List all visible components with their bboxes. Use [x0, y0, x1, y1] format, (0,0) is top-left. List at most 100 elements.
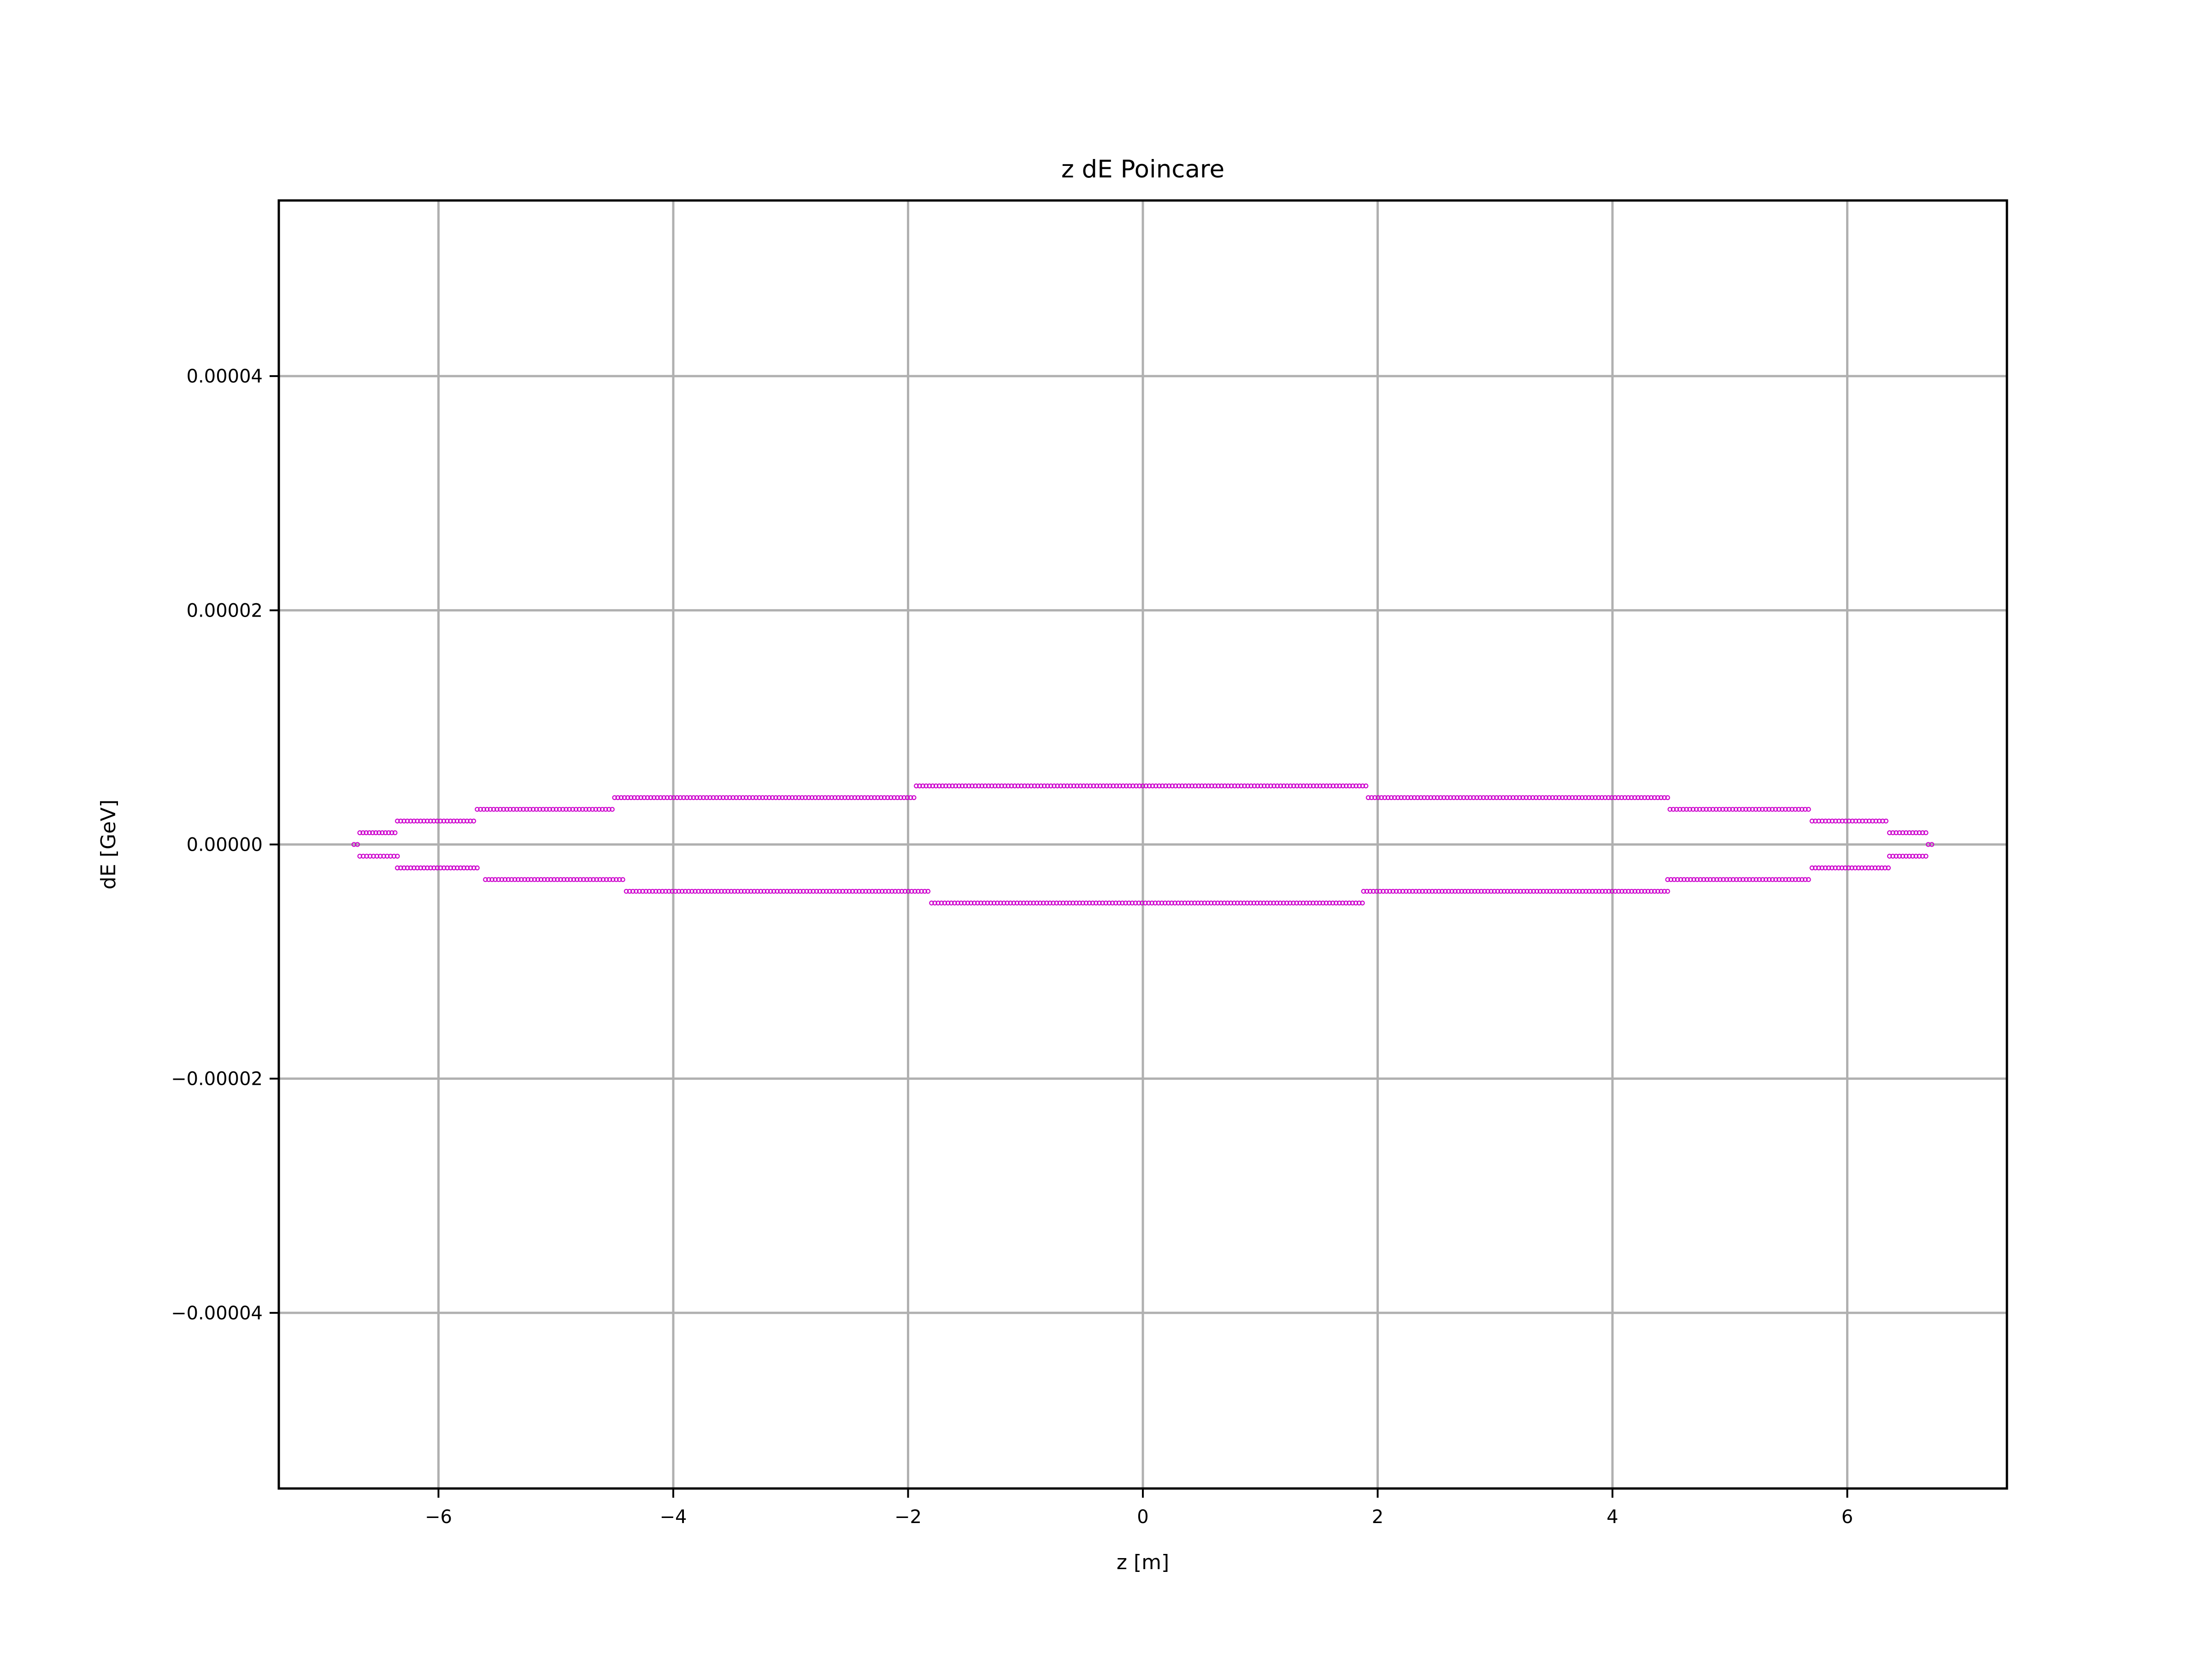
scatter-point — [1720, 806, 1725, 812]
scatter-point — [571, 877, 577, 882]
scatter-point — [1162, 900, 1168, 906]
scatter-point — [1029, 783, 1034, 788]
scatter-point — [1724, 877, 1730, 882]
scatter-point — [1677, 806, 1683, 812]
scatter-point — [1156, 900, 1161, 906]
scatter-point — [1462, 888, 1468, 894]
scatter-point — [1839, 865, 1845, 871]
scatter-point — [1524, 795, 1529, 800]
scatter-point — [1222, 900, 1227, 906]
scatter-point — [1058, 783, 1063, 788]
scatter-point — [1707, 806, 1712, 812]
scatter-point — [999, 783, 1004, 788]
scatter-point — [377, 830, 382, 835]
scatter-point — [489, 877, 494, 882]
scatter-point — [1527, 795, 1532, 800]
scatter-point — [412, 818, 417, 824]
scatter-point — [1734, 877, 1739, 882]
scatter-point — [1012, 783, 1018, 788]
scatter-point — [1274, 900, 1280, 906]
scatter-point — [975, 900, 980, 906]
scatter-point — [1381, 888, 1386, 894]
scatter-point — [1394, 888, 1399, 894]
y-tick-label: 0.00000 — [187, 835, 263, 856]
scatter-point — [1449, 888, 1454, 894]
scatter-point — [1849, 865, 1854, 871]
scatter-point — [1350, 783, 1355, 788]
scatter-point — [607, 877, 612, 882]
scatter-point — [820, 888, 826, 894]
scatter-point — [1176, 900, 1181, 906]
scatter-point — [600, 877, 606, 882]
scatter-point — [840, 888, 846, 894]
scatter-point — [395, 865, 400, 871]
scatter-point — [1747, 877, 1752, 882]
scatter-point — [905, 795, 910, 800]
scatter-point — [1367, 888, 1373, 894]
scatter-point — [1600, 888, 1605, 894]
scatter-point — [1015, 783, 1021, 788]
scatter-point — [1100, 900, 1105, 906]
scatter-point — [1508, 888, 1513, 894]
scatter-point — [591, 877, 596, 882]
scatter-point — [1265, 900, 1270, 906]
scatter-point — [435, 818, 440, 824]
scatter-point — [1701, 877, 1706, 882]
scatter-point — [1245, 900, 1250, 906]
scatter-point — [1907, 853, 1912, 859]
scatter-point — [1417, 888, 1422, 894]
scatter-point — [1294, 900, 1299, 906]
scatter-point — [1281, 783, 1287, 788]
scatter-point — [532, 877, 537, 882]
scatter-point — [1209, 783, 1214, 788]
scatter-point — [793, 795, 798, 800]
scatter-point — [857, 888, 862, 894]
scatter-point — [1139, 900, 1145, 906]
scatter-point — [1684, 806, 1689, 812]
scatter-point — [1671, 806, 1676, 812]
scatter-point — [1510, 795, 1516, 800]
scatter-point — [1284, 783, 1290, 788]
scatter-point — [1826, 818, 1831, 824]
scatter-point — [933, 783, 939, 788]
scatter-point — [846, 795, 851, 800]
scatter-point — [1037, 900, 1043, 906]
scatter-point — [1750, 877, 1755, 882]
scatter-point — [979, 783, 985, 788]
scatter-point — [878, 795, 884, 800]
scatter-point — [1032, 783, 1037, 788]
scatter-point — [660, 888, 665, 894]
scatter-point — [648, 795, 653, 800]
scatter-point — [850, 888, 855, 894]
x-tick-label: 0 — [1137, 1506, 1148, 1528]
scatter-point — [1199, 783, 1205, 788]
scatter-point — [1770, 806, 1775, 812]
scatter-point — [1887, 853, 1892, 859]
scatter-point — [684, 795, 689, 800]
scatter-point — [985, 900, 990, 906]
scatter-point — [741, 888, 747, 894]
scatter-point — [1216, 783, 1221, 788]
scatter-point — [1671, 877, 1677, 882]
scatter-point — [704, 795, 709, 800]
scatter-point — [1477, 795, 1483, 800]
scatter-point — [1078, 783, 1083, 788]
scatter-point — [707, 795, 712, 800]
scatter-point — [1123, 900, 1128, 906]
scatter-point — [544, 806, 549, 812]
scatter-point — [1537, 795, 1542, 800]
scatter-point — [758, 888, 764, 894]
scatter-point — [773, 795, 778, 800]
scatter-point — [1753, 806, 1759, 812]
scatter-point — [789, 795, 795, 800]
scatter-point — [583, 806, 588, 812]
scatter-point — [620, 877, 625, 882]
scatter-point — [1147, 783, 1152, 788]
scatter-point — [796, 795, 801, 800]
scatter-point — [1806, 877, 1811, 882]
scatter-point — [1052, 783, 1057, 788]
scatter-point — [737, 795, 742, 800]
scatter-point — [1524, 888, 1530, 894]
scatter-point — [1248, 783, 1254, 788]
scatter-point — [1195, 900, 1200, 906]
